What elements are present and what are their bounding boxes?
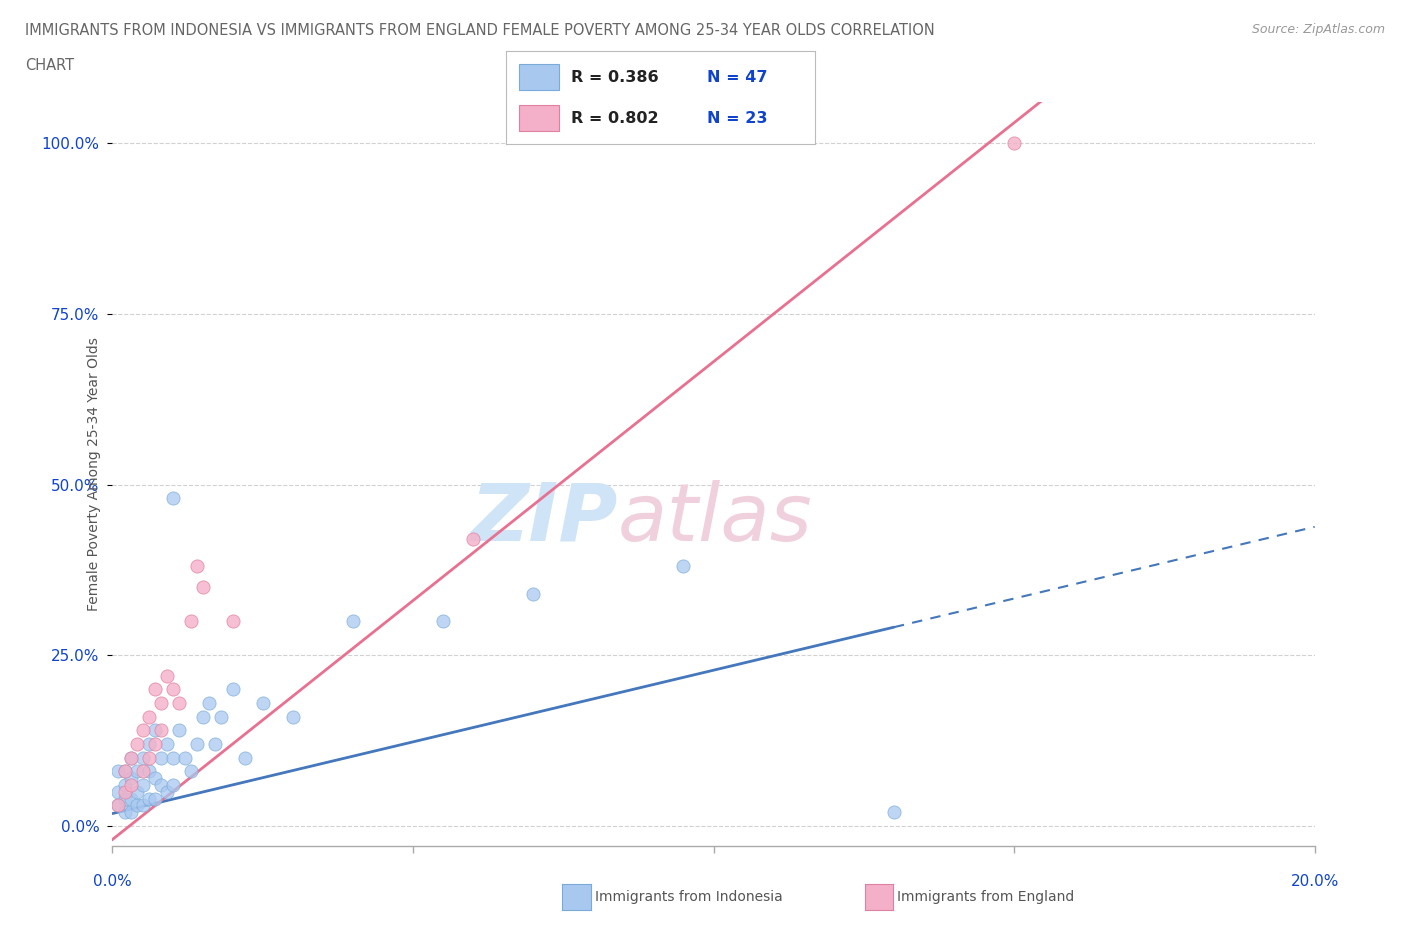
Point — [114, 804, 136, 819]
Point — [125, 798, 148, 813]
Point — [432, 614, 454, 629]
Point — [138, 751, 160, 765]
Point — [143, 771, 166, 786]
Text: R = 0.802: R = 0.802 — [571, 111, 659, 126]
Point — [125, 784, 148, 799]
Point — [191, 579, 214, 594]
Point — [131, 798, 153, 813]
Text: N = 23: N = 23 — [707, 111, 768, 126]
Point — [125, 764, 148, 778]
Text: 20.0%: 20.0% — [1291, 873, 1339, 888]
Point — [252, 696, 274, 711]
Point — [107, 764, 129, 778]
Point — [155, 669, 177, 684]
Point — [138, 710, 160, 724]
Point — [233, 751, 256, 765]
Point — [138, 764, 160, 778]
Point — [120, 771, 142, 786]
Point — [149, 723, 172, 737]
Point — [173, 751, 195, 765]
Point — [883, 804, 905, 819]
Point — [114, 764, 136, 778]
Text: 0.0%: 0.0% — [93, 873, 132, 888]
Point — [522, 586, 544, 601]
Text: R = 0.386: R = 0.386 — [571, 70, 659, 85]
Point — [143, 737, 166, 751]
Text: N = 47: N = 47 — [707, 70, 768, 85]
Point — [114, 764, 136, 778]
Text: atlas: atlas — [617, 480, 813, 558]
Point — [1002, 136, 1025, 151]
Point — [162, 682, 184, 697]
Point — [186, 737, 208, 751]
Point — [131, 751, 153, 765]
Point — [114, 777, 136, 792]
Point — [120, 804, 142, 819]
Point — [149, 751, 172, 765]
Point — [342, 614, 364, 629]
Y-axis label: Female Poverty Among 25-34 Year Olds: Female Poverty Among 25-34 Year Olds — [87, 338, 101, 611]
Point — [209, 710, 232, 724]
Point — [167, 696, 190, 711]
Point — [180, 614, 202, 629]
Point — [222, 614, 245, 629]
Point — [131, 777, 153, 792]
Text: ZIP: ZIP — [470, 480, 617, 558]
Text: Source: ZipAtlas.com: Source: ZipAtlas.com — [1251, 23, 1385, 36]
Bar — [519, 105, 558, 131]
Point — [107, 798, 129, 813]
Point — [162, 777, 184, 792]
Point — [143, 682, 166, 697]
Text: CHART: CHART — [25, 58, 75, 73]
Point — [143, 723, 166, 737]
Point — [120, 777, 142, 792]
Point — [155, 784, 177, 799]
Point — [461, 532, 484, 547]
Point — [138, 791, 160, 806]
Point — [107, 798, 129, 813]
Point — [180, 764, 202, 778]
Point — [155, 737, 177, 751]
Point — [167, 723, 190, 737]
Point — [149, 696, 172, 711]
Point — [143, 791, 166, 806]
Point — [114, 784, 136, 799]
Bar — [519, 64, 558, 90]
Point — [120, 791, 142, 806]
Point — [162, 751, 184, 765]
Point — [138, 737, 160, 751]
Point — [197, 696, 219, 711]
Text: Immigrants from Indonesia: Immigrants from Indonesia — [595, 890, 783, 905]
Point — [120, 751, 142, 765]
Point — [114, 791, 136, 806]
Point — [131, 764, 153, 778]
Point — [131, 723, 153, 737]
Point — [204, 737, 226, 751]
Point — [281, 710, 304, 724]
Text: Immigrants from England: Immigrants from England — [897, 890, 1074, 905]
Point — [149, 777, 172, 792]
Point — [672, 559, 695, 574]
Point — [107, 784, 129, 799]
Point — [186, 559, 208, 574]
Point — [191, 710, 214, 724]
Point — [222, 682, 245, 697]
Point — [125, 737, 148, 751]
Point — [120, 751, 142, 765]
Text: IMMIGRANTS FROM INDONESIA VS IMMIGRANTS FROM ENGLAND FEMALE POVERTY AMONG 25-34 : IMMIGRANTS FROM INDONESIA VS IMMIGRANTS … — [25, 23, 935, 38]
Point — [162, 491, 184, 506]
